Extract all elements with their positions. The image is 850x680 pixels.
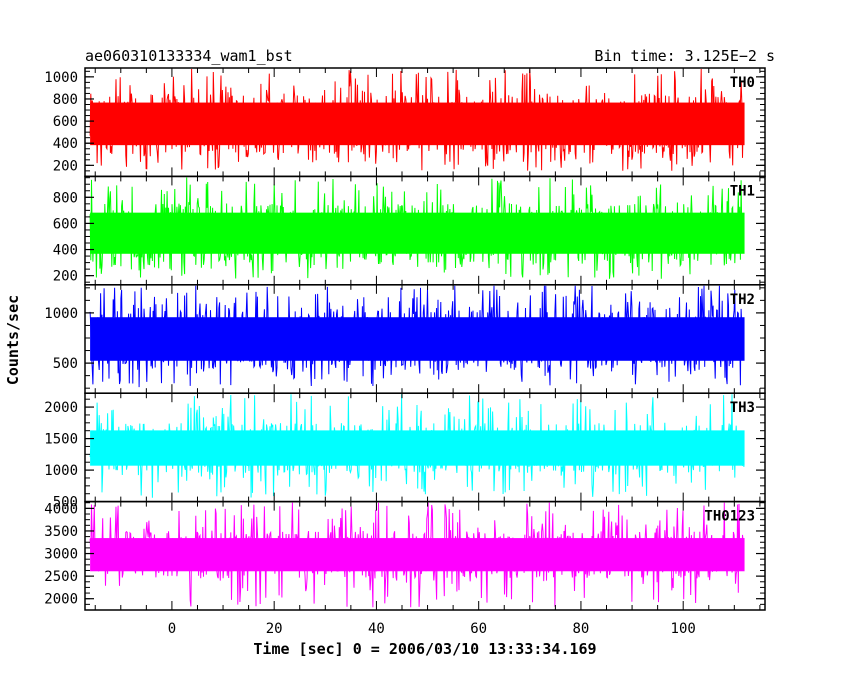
y-axis-title: Counts/sec: [4, 295, 22, 385]
panel-th0123: 2000 2500 3000 3500 4000 TH0123: [44, 500, 766, 611]
series-line-th1: [89, 177, 745, 279]
panel-label-th0: TH0: [730, 75, 755, 91]
y-tick-label: 1000: [44, 306, 78, 322]
panel-label-th1: TH1: [730, 183, 755, 199]
panels-group: 200 400 600 800 1000 TH0 200 400 600 800 TH1 500 100…: [44, 67, 766, 611]
x-tick-label: 20: [266, 621, 283, 637]
y-tick-label: 3000: [44, 547, 78, 563]
figure-title-right: Bin time: 3.125E−2 s: [594, 47, 775, 65]
x-axis-title: Time [sec] 0 = 2006/03/10 13:33:34.169: [253, 640, 596, 658]
x-tick-label: 100: [671, 621, 696, 637]
y-tick-label: 600: [53, 216, 78, 232]
y-tick-label: 800: [53, 190, 78, 206]
x-tick-label: 40: [368, 621, 385, 637]
x-tick-label: 0: [168, 621, 176, 637]
x-tick-label: 60: [470, 621, 487, 637]
x-tick-labels: 0 20 40 60 80 100: [168, 621, 696, 637]
panel-label-th0123: TH0123: [704, 509, 755, 525]
y-tick-label: 500: [53, 356, 78, 372]
y-tick-label: 200: [53, 158, 78, 174]
y-tick-label: 1000: [44, 463, 78, 479]
panel-label-th2: TH2: [730, 292, 755, 308]
series-line-th3: [89, 394, 745, 498]
y-tick-label: 400: [53, 243, 78, 259]
figure-title-left: ae060310133334_wam1_bst: [85, 47, 293, 65]
y-tick-label: 3500: [44, 524, 78, 540]
y-tick-label: 1000: [44, 70, 78, 86]
panel-th0: 200 400 600 800 1000 TH0: [44, 67, 766, 178]
y-tick-label: 2000: [44, 592, 78, 608]
panel-label-th3: TH3: [730, 400, 755, 416]
series-line-th2: [89, 285, 745, 388]
y-tick-label: 200: [53, 269, 78, 285]
panel-th1: 200 400 600 800 TH1: [53, 175, 766, 286]
y-tick-label: 2000: [44, 400, 78, 416]
series-line-th0: [89, 68, 745, 171]
y-tick-label: 500: [53, 495, 78, 511]
x-tick-label: 80: [573, 621, 590, 637]
series-line-th0123: [89, 502, 745, 608]
y-tick-label: 4000: [44, 501, 78, 517]
y-tick-label: 600: [53, 114, 78, 130]
y-tick-label: 400: [53, 136, 78, 152]
y-tick-label: 1500: [44, 432, 78, 448]
panel-th2: 500 1000 TH2: [44, 284, 766, 394]
panel-th3: 500 1000 1500 2000 TH3: [44, 392, 766, 511]
y-tick-label: 2500: [44, 569, 78, 585]
panel-frame: [84, 500, 766, 611]
y-tick-label: 800: [53, 92, 78, 108]
